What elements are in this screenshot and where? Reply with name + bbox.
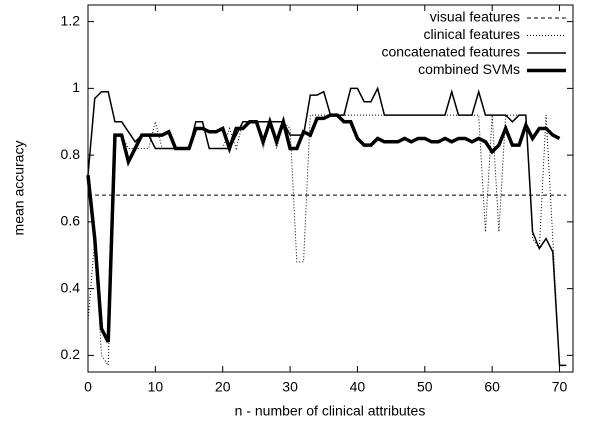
legend-label: visual features <box>430 9 520 25</box>
x-tick-label: 40 <box>350 379 366 395</box>
plot-frame <box>87 4 574 373</box>
y-axis-label: mean accuracy <box>11 141 27 236</box>
y-tick-label: 0.8 <box>61 146 81 162</box>
y-tick-label: 1 <box>72 79 80 95</box>
series-line <box>87 86 567 367</box>
legend-label: concatenated features <box>381 44 520 60</box>
x-tick-label: 30 <box>282 379 298 395</box>
y-tick-label: 0.2 <box>61 346 81 362</box>
legend-label: clinical features <box>424 26 521 42</box>
x-tick-label: 0 <box>84 379 92 395</box>
x-axis-label: n - number of clinical attributes <box>235 403 426 419</box>
x-tick-label: 50 <box>417 379 433 395</box>
series-line <box>87 114 567 367</box>
y-tick-label: 0.6 <box>61 213 81 229</box>
x-tick-label: 10 <box>148 379 164 395</box>
x-tick-label: 60 <box>484 379 500 395</box>
series-line <box>86 113 561 343</box>
y-tick-label: 1.2 <box>61 12 81 28</box>
x-tick-label: 70 <box>552 379 568 395</box>
y-tick-label: 0.4 <box>61 279 81 295</box>
legend-label: combined SVMs <box>418 61 520 77</box>
x-tick-label: 20 <box>215 379 231 395</box>
